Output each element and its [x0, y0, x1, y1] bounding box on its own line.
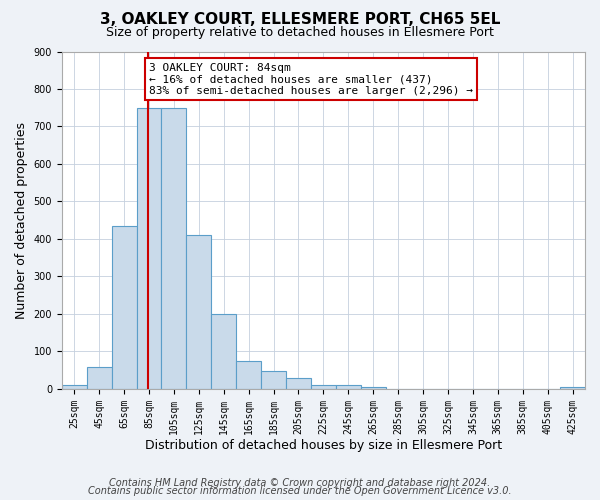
Bar	[211, 314, 236, 389]
Bar	[261, 372, 286, 389]
Bar	[62, 385, 86, 389]
Y-axis label: Number of detached properties: Number of detached properties	[15, 122, 28, 318]
Bar	[336, 385, 361, 389]
Bar	[112, 226, 137, 389]
Bar	[161, 108, 187, 389]
X-axis label: Distribution of detached houses by size in Ellesmere Port: Distribution of detached houses by size …	[145, 440, 502, 452]
Bar	[86, 367, 112, 389]
Bar	[137, 108, 161, 389]
Bar	[187, 235, 211, 389]
Bar	[236, 361, 261, 389]
Bar	[311, 385, 336, 389]
Bar	[560, 387, 585, 389]
Bar	[286, 378, 311, 389]
Text: 3 OAKLEY COURT: 84sqm
← 16% of detached houses are smaller (437)
83% of semi-det: 3 OAKLEY COURT: 84sqm ← 16% of detached …	[149, 62, 473, 96]
Text: 3, OAKLEY COURT, ELLESMERE PORT, CH65 5EL: 3, OAKLEY COURT, ELLESMERE PORT, CH65 5E…	[100, 12, 500, 28]
Text: Size of property relative to detached houses in Ellesmere Port: Size of property relative to detached ho…	[106, 26, 494, 39]
Text: Contains HM Land Registry data © Crown copyright and database right 2024.: Contains HM Land Registry data © Crown c…	[109, 478, 491, 488]
Text: Contains public sector information licensed under the Open Government Licence v3: Contains public sector information licen…	[88, 486, 512, 496]
Bar	[361, 387, 386, 389]
